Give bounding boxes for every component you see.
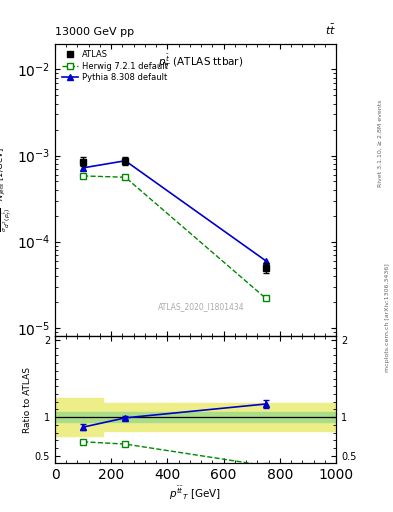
X-axis label: $p^{\bar{t}\bar{t}}{}_T$ [GeV]: $p^{\bar{t}\bar{t}}{}_T$ [GeV]	[169, 485, 222, 502]
Y-axis label: Ratio to ATLAS: Ratio to ATLAS	[23, 367, 32, 433]
Legend: ATLAS, Herwig 7.2.1 default, Pythia 8.308 default: ATLAS, Herwig 7.2.1 default, Pythia 8.30…	[59, 48, 170, 84]
Text: $p_T^{\bar{t}}$ (ATLAS ttbar): $p_T^{\bar{t}}$ (ATLAS ttbar)	[158, 52, 244, 71]
Text: ATLAS_2020_I1801434: ATLAS_2020_I1801434	[158, 303, 244, 311]
Text: Rivet 3.1.10, ≥ 2.8M events: Rivet 3.1.10, ≥ 2.8M events	[378, 100, 383, 187]
Text: $t\bar{t}$: $t\bar{t}$	[325, 23, 336, 37]
Text: mcplots.cern.ch [arXiv:1306.3436]: mcplots.cern.ch [arXiv:1306.3436]	[385, 263, 389, 372]
Y-axis label: $\frac{1}{\sigma}\frac{d\sigma}{d^2(p^{\bar{t}}_{T})}$ $\cdot$ $N_{jets}$ [1/GeV: $\frac{1}{\sigma}\frac{d\sigma}{d^2(p^{\…	[0, 147, 14, 232]
Text: 13000 GeV pp: 13000 GeV pp	[55, 27, 134, 37]
